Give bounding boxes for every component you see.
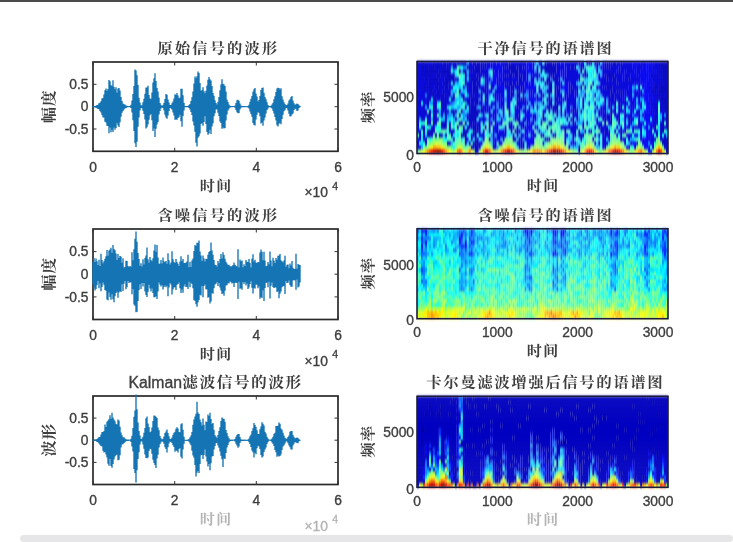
svg-text:5000: 5000 — [383, 425, 414, 440]
svg-text:4: 4 — [332, 348, 338, 360]
svg-text:1000: 1000 — [482, 325, 513, 340]
svg-text:2000: 2000 — [562, 494, 593, 509]
svg-text:0: 0 — [406, 148, 414, 163]
svg-text:Kalman: Kalman — [129, 374, 183, 391]
svg-text:3000: 3000 — [643, 160, 674, 175]
svg-text:0.5: 0.5 — [69, 411, 89, 426]
svg-text:4: 4 — [252, 328, 260, 343]
svg-text:2: 2 — [171, 160, 179, 175]
svg-text:4: 4 — [332, 513, 338, 525]
svg-text:×10: ×10 — [305, 354, 329, 369]
svg-text:×10: ×10 — [305, 185, 329, 200]
svg-text:2000: 2000 — [562, 325, 593, 340]
svg-text:2: 2 — [171, 328, 179, 343]
svg-text:2: 2 — [171, 493, 179, 508]
svg-text:0.5: 0.5 — [69, 244, 89, 259]
svg-text:4: 4 — [332, 180, 338, 192]
svg-text:6: 6 — [334, 160, 342, 175]
svg-text:-0.5: -0.5 — [65, 455, 89, 470]
svg-text:0: 0 — [81, 433, 89, 448]
svg-text:4: 4 — [252, 493, 260, 508]
svg-text:0: 0 — [89, 328, 97, 343]
svg-text:4: 4 — [252, 160, 260, 175]
svg-text:0: 0 — [406, 313, 414, 328]
svg-text:0: 0 — [89, 160, 97, 175]
svg-text:6: 6 — [334, 328, 342, 343]
svg-text:×10: ×10 — [305, 519, 329, 534]
svg-text:0: 0 — [406, 482, 414, 497]
svg-text:0.5: 0.5 — [69, 77, 89, 92]
svg-text:1000: 1000 — [482, 160, 513, 175]
svg-text:3000: 3000 — [643, 325, 674, 340]
svg-text:2000: 2000 — [562, 160, 593, 175]
svg-text:3000: 3000 — [643, 494, 674, 509]
svg-text:-0.5: -0.5 — [65, 290, 89, 305]
svg-text:0: 0 — [81, 267, 89, 282]
svg-text:0: 0 — [89, 493, 97, 508]
svg-text:6: 6 — [334, 493, 342, 508]
svg-text:1000: 1000 — [482, 494, 513, 509]
svg-text:-0.5: -0.5 — [65, 122, 89, 137]
svg-text:0: 0 — [413, 494, 421, 509]
svg-text:5000: 5000 — [383, 90, 414, 105]
svg-text:0: 0 — [413, 160, 421, 175]
svg-text:0: 0 — [413, 325, 421, 340]
svg-text:5000: 5000 — [383, 258, 414, 273]
svg-text:0: 0 — [81, 99, 89, 114]
